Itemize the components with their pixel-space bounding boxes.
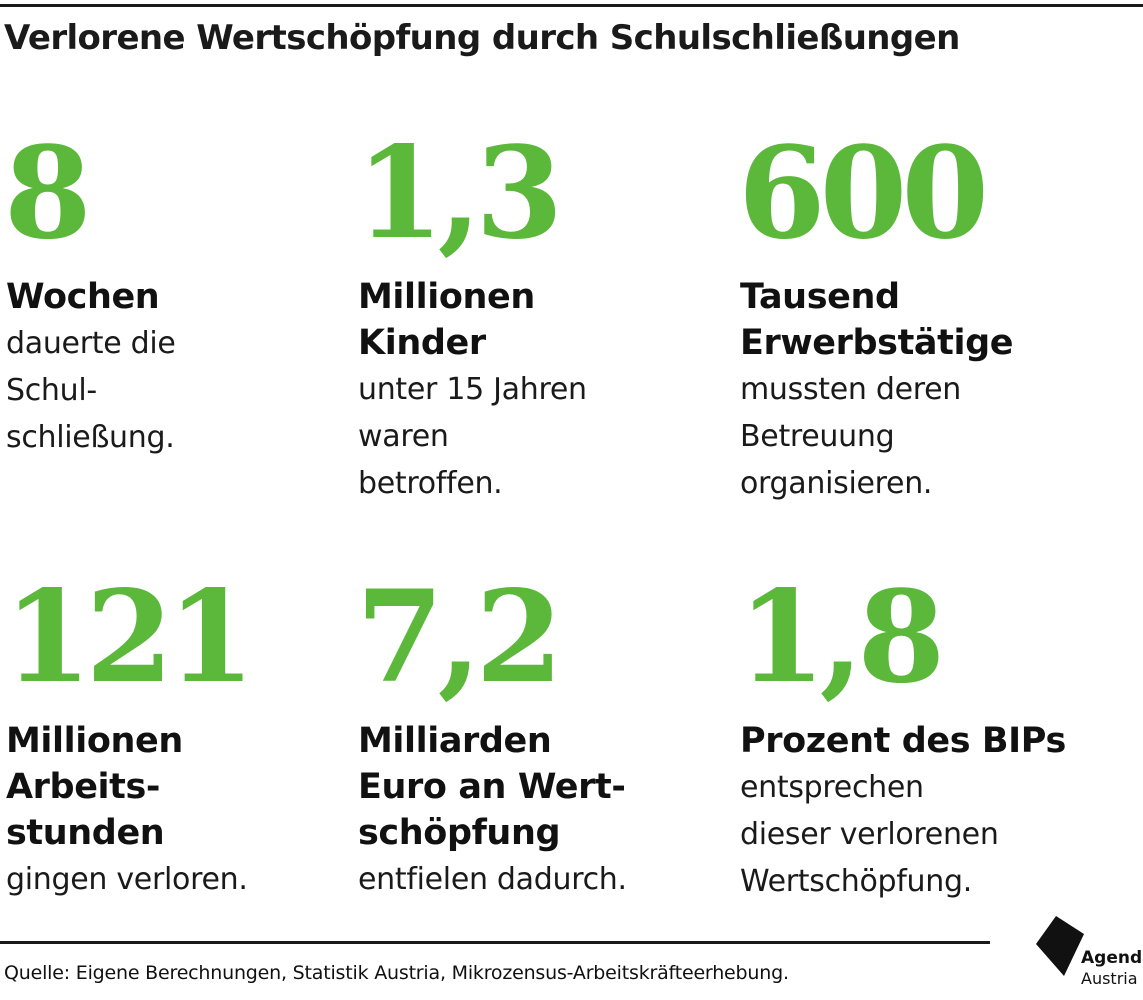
- stat-block-gdp-share: 1,8 Prozent des BIPs entsprechen dieser …: [738, 563, 1140, 905]
- stat-description: dauerte die Schul- schließung.: [6, 326, 176, 455]
- stat-unit: Tausend Erwerbstätige: [740, 277, 1014, 363]
- stat-number: 1,8: [738, 563, 945, 711]
- stat-description: mussten deren Betreuung organisieren.: [740, 372, 962, 501]
- logo-text-line1: Agenda: [1081, 948, 1143, 968]
- agenda-austria-logo: Agenda Austria: [1034, 914, 1143, 994]
- stat-number: 121: [4, 563, 255, 711]
- stat-block-children: 1,3 Millionen Kinder unter 15 Jahren war…: [356, 119, 718, 507]
- stat-unit: Millionen Kinder: [358, 277, 535, 363]
- stat-unit: Millionen Arbeits- stunden: [6, 721, 183, 853]
- stat-description: entsprechen dieser verlorenen Wertschöpf…: [740, 770, 999, 899]
- top-divider: [0, 4, 1143, 7]
- stat-block-value-added: 7,2 Milliarden Euro an Wert- schöpfung e…: [356, 563, 718, 903]
- stat-description: unter 15 Jahren waren betroffen.: [358, 372, 587, 501]
- stat-description: entfielen dadurch.: [358, 862, 627, 897]
- agenda-austria-logo-icon: [1036, 916, 1084, 976]
- stat-unit: Wochen: [6, 277, 160, 317]
- stat-unit: Prozent des BIPs: [740, 721, 1066, 761]
- source-note: Quelle: Eigene Berechnungen, Statistik A…: [4, 962, 789, 984]
- bottom-divider: [0, 941, 990, 944]
- stat-number: 1,3: [356, 119, 563, 267]
- stat-block-employed: 600 Tausend Erwerbstätige mussten deren …: [738, 119, 1140, 507]
- page-title: Verlorene Wertschöpfung durch Schulschli…: [4, 18, 960, 58]
- stat-block-work-hours: 121 Millionen Arbeits- stunden gingen ve…: [4, 563, 366, 903]
- logo-text-line2: Austria: [1081, 969, 1138, 988]
- stat-unit: Milliarden Euro an Wert- schöpfung: [358, 721, 626, 853]
- stat-block-weeks: 8 Wochen dauerte die Schul- schließung.: [4, 119, 366, 461]
- stat-number: 600: [738, 119, 989, 267]
- stat-number: 8: [4, 119, 92, 267]
- stat-number: 7,2: [356, 563, 563, 711]
- stat-description: gingen verloren.: [6, 862, 248, 897]
